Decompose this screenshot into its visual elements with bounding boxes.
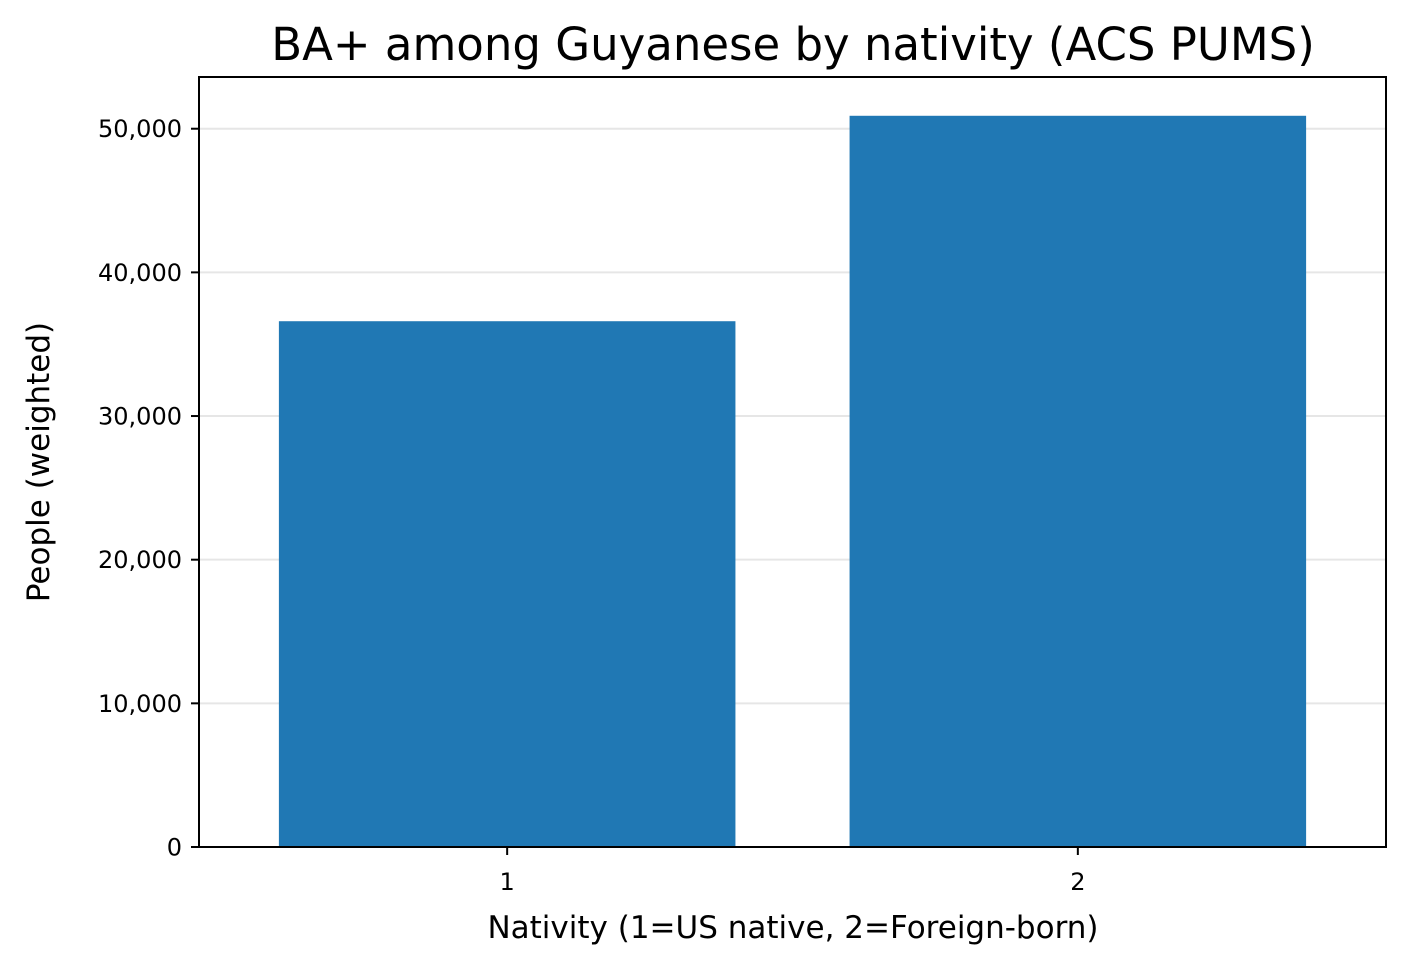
bar-2: 2: 50900	[849, 115, 1307, 848]
x-tick-label: 2	[1070, 868, 1085, 896]
y-tick-label: 50,000	[98, 115, 182, 143]
y-tick-label: 20,000	[98, 546, 182, 574]
bar-1: 1: 36600	[278, 321, 736, 847]
y-tick-label: 40,000	[98, 259, 182, 287]
x-axis-label: Nativity (1=US native, 2=Foreign-born)	[487, 910, 1098, 946]
bars: 1: 366002: 50900	[278, 115, 1307, 848]
chart-title: BA+ among Guyanese by nativity (ACS PUMS…	[271, 18, 1315, 71]
x-tick-label: 1	[500, 868, 515, 896]
y-tick-label: 10,000	[98, 690, 182, 718]
y-axis-label: People (weighted)	[21, 322, 57, 602]
y-tick-label: 0	[167, 834, 182, 862]
y-axis-ticks: 0 10,000 20,000 30,000 40,000 50,000	[98, 115, 199, 862]
plot-frame	[198, 76, 1387, 848]
y-tick-label: 30,000	[98, 403, 182, 431]
